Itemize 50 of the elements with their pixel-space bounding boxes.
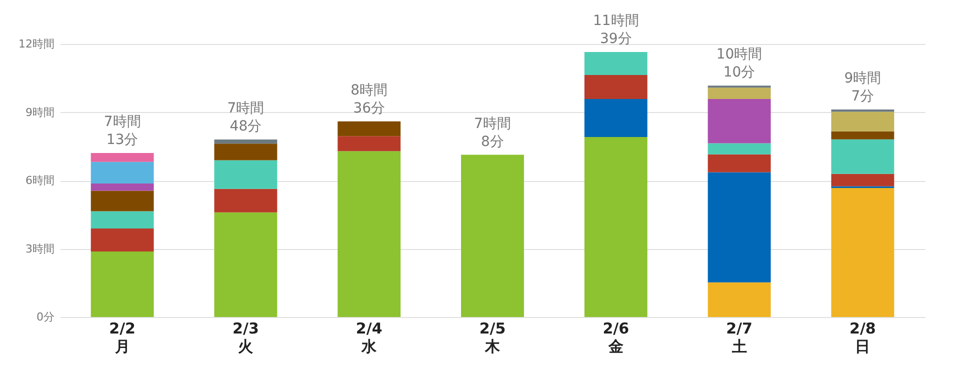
x-tick-label: 2/7 土 [726,320,752,356]
total-label: 11時間 39分 [592,12,639,47]
bar [90,162,154,184]
x-tick-label: 2/8 日 [850,320,876,356]
bar [831,174,894,186]
y-tick-label: 9時間 [26,106,54,119]
bar [214,160,278,189]
bar [831,188,894,317]
x-tick-label: 2/2 月 [109,320,136,356]
bar [461,154,524,317]
bar [338,121,401,136]
bar [584,52,648,75]
x-tick-label: 2/4 水 [356,320,382,356]
total-label: 7時間 8分 [474,116,511,150]
bar [831,112,894,132]
bar [708,88,771,100]
bar [708,99,771,144]
y-tick-label: 6時間 [26,174,54,187]
bar [214,140,278,144]
bar [831,131,894,140]
bar [584,74,648,100]
total-label: 7時間 13分 [104,114,141,148]
bar [584,137,648,317]
bar [90,211,154,229]
bar [90,228,154,252]
x-tick-label: 2/6 金 [602,320,630,356]
bar [338,136,401,152]
bar [214,144,278,160]
bar [338,151,401,317]
bar [90,183,154,191]
total-label: 7時間 48分 [227,100,264,135]
bar [584,99,648,138]
y-tick-label: 12時間 [18,38,54,50]
total-label: 10時間 10分 [716,46,762,81]
bar [708,282,771,317]
x-tick-label: 2/5 木 [479,320,506,356]
bar [90,251,154,317]
bar [90,190,154,212]
bar [708,154,771,172]
y-tick-label: 3時間 [26,242,54,256]
bar [214,212,278,317]
bar [831,139,894,174]
bar [708,172,771,282]
bar [90,152,154,162]
bar [708,143,771,154]
x-tick-label: 2/3 火 [232,320,259,356]
bar [214,188,278,212]
total-label: 9時間 7分 [844,70,882,105]
total-label: 8時間 36分 [350,82,388,116]
y-tick-label: 0分 [36,310,54,324]
